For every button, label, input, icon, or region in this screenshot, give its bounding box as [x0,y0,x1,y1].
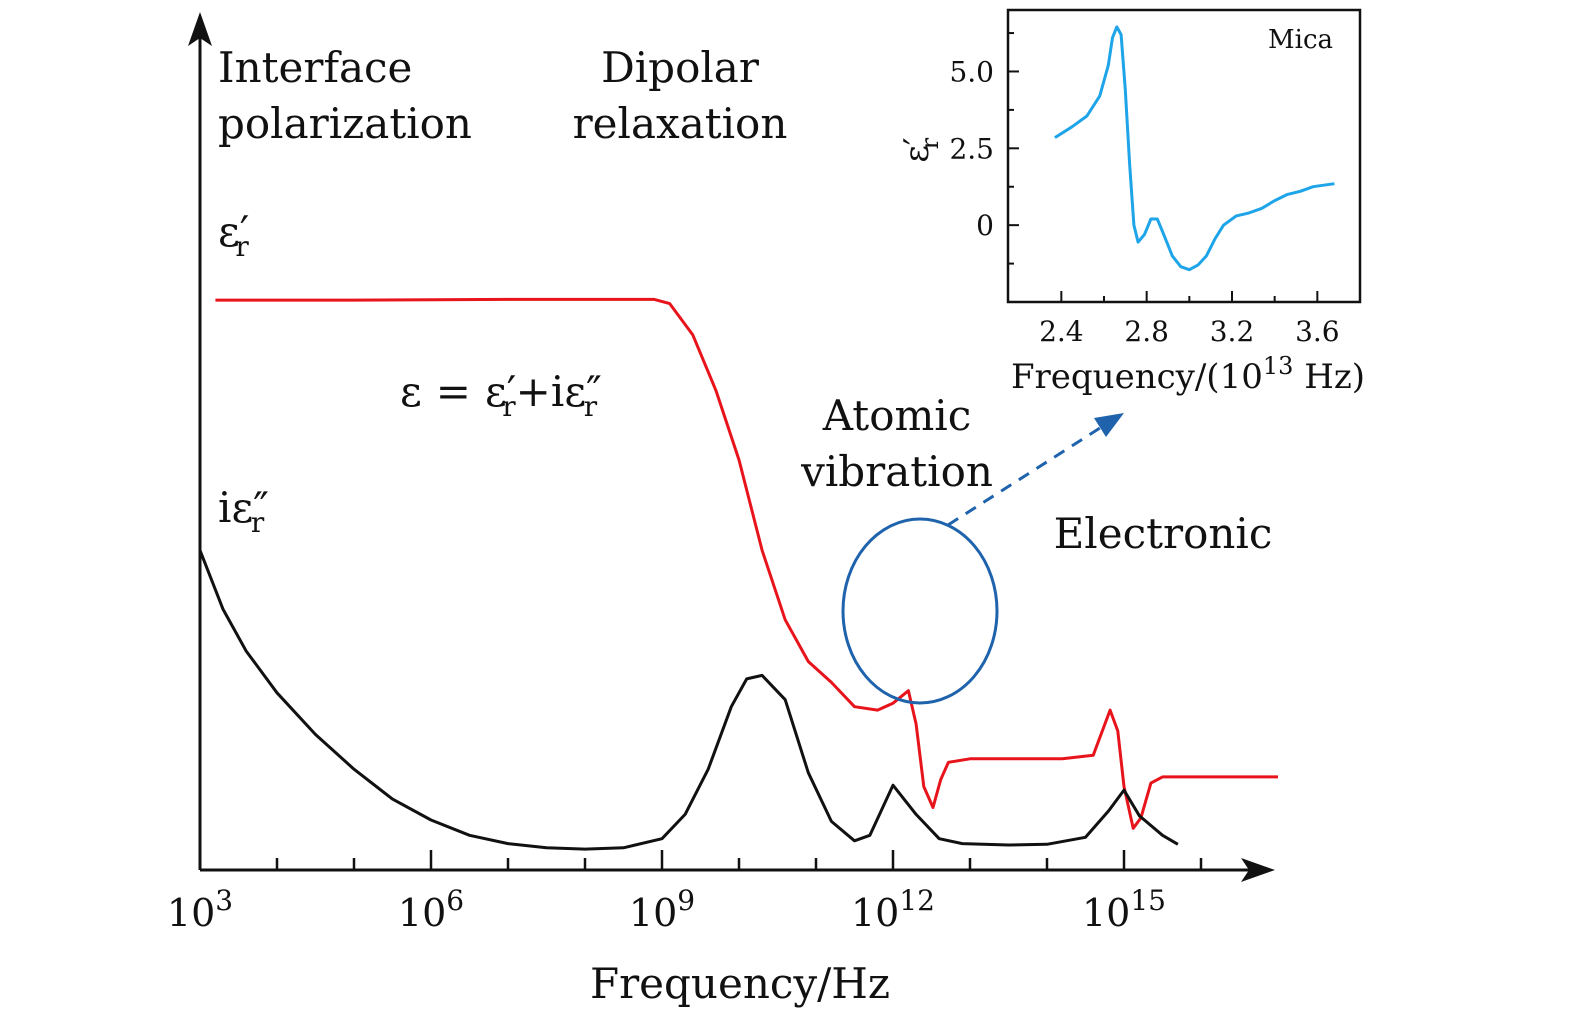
inset-x-tick-label: 3.6 [1295,315,1340,348]
main-series-group [198,297,1278,851]
x-axis-arrowhead [1241,858,1275,882]
interface-polarization-label: Interface [218,43,412,92]
dipolar-relaxation-label: relaxation [573,99,788,148]
inset-x-tick-label: 3.2 [1210,315,1255,348]
inset-y-tick-label: 2.5 [949,132,994,165]
interface-polarization-label: polarization [218,99,472,148]
x-tick-label: 106 [398,884,464,935]
x-axis-title: Frequency/Hz [590,959,890,1008]
main-axes: 103 106 109 1012 1015 Frequency/Hz [167,12,1275,1008]
inset-x-axis-title: Frequency/(1013 Hz) [1011,352,1365,397]
inset-y-axis-title: ε′r [897,137,944,162]
inset-y-tick-label: 5.0 [949,55,994,88]
x-tick-label: 103 [167,884,233,935]
permittivity-equation: ε = ε′r+iε″r [400,367,602,423]
inset-material-label: Mica [1268,25,1333,55]
x-tick-label: 109 [629,884,695,935]
mica-permittivity-line [1054,25,1335,272]
electronic-label: Electronic [1054,509,1273,558]
y-axis-arrowhead [188,12,212,46]
atomic-vibration-ellipse [841,517,999,705]
dipolar-relaxation-label: Dipolar [601,43,760,92]
atomic-vibration-label: Atomic [822,391,972,440]
inset-x-tick-label: 2.8 [1124,315,1169,348]
atomic-vibration-label: vibration [800,447,993,496]
imaginary-series-label: iε″r [218,483,269,539]
x-tick-label: 1015 [1082,884,1166,935]
imaginary-permittivity-line [198,549,1179,851]
real-series-label: ε′r [218,207,249,263]
mica-inset: 2.4 2.8 3.2 3.6 0 2.5 5.0 Mica Frequency/(1013 H… [897,8,1365,397]
region-annotations: Interface polarization Dipolar relaxation At… [218,43,1272,558]
inset-pointer-arrowhead [1094,413,1124,437]
x-tick-label: 1012 [851,884,935,935]
real-permittivity-line [215,297,1278,830]
series-labels: ε′r iε″r [218,207,269,539]
inset-x-tick-label: 2.4 [1039,315,1084,348]
inset-pointer-arrow [947,426,1101,527]
inset-y-tick-label: 0 [976,209,994,242]
atomic-highlight [841,413,1124,705]
inset-frame [1006,8,1362,304]
equation-text: ε = ε′r+iε″r [400,367,602,423]
